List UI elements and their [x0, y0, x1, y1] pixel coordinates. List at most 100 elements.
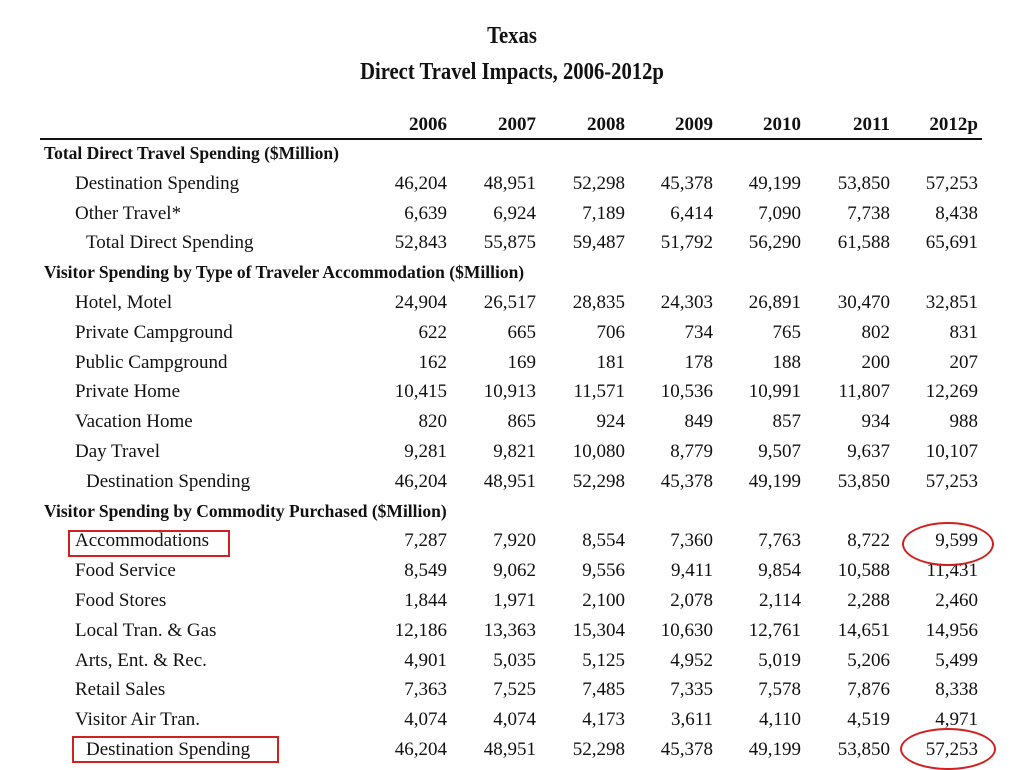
value-cell: 14,956 [925, 619, 978, 641]
row-label: Total Direct Travel Spending ($Million) [44, 143, 339, 163]
value-cell: 12,186 [394, 619, 447, 641]
value-cell: 4,074 [404, 709, 447, 731]
value-cell: 820 [418, 411, 448, 433]
value-cell: 8,438 [935, 202, 978, 224]
value-cell: 5,035 [493, 649, 536, 671]
table-header-row: 2006 2007 2008 2009 2010 2011 2012p [0, 110, 1024, 140]
value-cell: 1,844 [404, 590, 447, 611]
page-subtitle: Direct Travel Impacts, 2006-2012p [360, 59, 664, 85]
year-header: 2010 [763, 114, 801, 135]
value-cell: 9,637 [847, 441, 890, 462]
value-cell: 9,411 [670, 560, 713, 582]
row-label: Food Stores [75, 590, 167, 611]
value-cell: 7,189 [582, 202, 625, 224]
value-cell: 4,074 [493, 709, 536, 731]
value-cell: 8,779 [670, 441, 713, 462]
value-cell: 4,901 [404, 649, 447, 671]
section-header: Visitor Spending by Commodity Purchased … [0, 497, 1024, 527]
value-cell: 7,578 [758, 679, 801, 701]
value-cell: 7,485 [582, 679, 625, 701]
value-cell: 665 [507, 321, 537, 343]
value-cell: 53,850 [837, 739, 890, 760]
value-cell: 65,691 [925, 232, 978, 254]
year-header: 2008 [587, 114, 625, 135]
row-label: Visitor Spending by Type of Traveler Acc… [44, 262, 525, 283]
value-cell: 169 [507, 351, 537, 373]
value-cell: 934 [861, 411, 891, 433]
value-cell: 51,792 [660, 232, 713, 254]
value-cell: 13,363 [483, 619, 536, 641]
value-cell: 52,298 [572, 470, 625, 492]
value-cell: 162 [418, 351, 448, 373]
table-row: Visitor Air Tran. 4,074 4,074 4,173 3,611 4,1… [0, 705, 1024, 735]
value-cell: 26,891 [748, 292, 801, 313]
value-cell: 2,114 [758, 590, 801, 611]
row-label: Vacation Home [75, 411, 193, 433]
table-row: Private Home 10,415 10,913 11,571 10,536 10,9… [0, 377, 1024, 407]
value-cell: 2,460 [935, 590, 978, 611]
value-cell: 45,378 [660, 739, 713, 760]
value-cell: 10,630 [660, 619, 713, 641]
value-cell: 8,554 [582, 530, 625, 552]
value-cell: 28,835 [572, 292, 625, 313]
table-row: Other Travel* 6,639 6,924 7,189 6,414 7,090 7,… [0, 199, 1024, 229]
value-cell: 10,536 [660, 381, 713, 403]
year-header: 2009 [675, 114, 713, 135]
value-cell: 6,924 [493, 202, 536, 224]
value-cell: 24,303 [660, 292, 713, 313]
value-cell: 48,951 [483, 739, 536, 760]
highlight-circle-accommodations-2012p [902, 522, 994, 566]
value-cell: 5,125 [582, 649, 625, 671]
value-cell: 12,269 [925, 381, 978, 403]
value-cell: 9,281 [404, 441, 447, 462]
row-label: Private Home [75, 381, 181, 403]
row-label: Destination Spending [86, 739, 251, 760]
value-cell: 4,173 [582, 709, 625, 731]
value-cell: 52,843 [394, 232, 447, 254]
table-row: Hotel, Motel 24,904 26,517 28,835 24,303 26,8… [0, 288, 1024, 318]
value-cell: 32,851 [925, 292, 978, 313]
year-header: 2006 [409, 114, 447, 135]
value-cell: 207 [949, 351, 979, 373]
year-header: 2012p [929, 114, 978, 135]
table-row: Retail Sales 7,363 7,525 7,485 7,335 7,578 7,8… [0, 675, 1024, 705]
value-cell: 9,854 [758, 560, 801, 582]
value-cell: 7,360 [670, 530, 713, 552]
value-cell: 5,019 [758, 649, 801, 671]
value-cell: 46,204 [394, 470, 447, 492]
section-header: Visitor Spending by Type of Traveler Acc… [0, 258, 1024, 288]
table-row: Local Tran. & Gas 12,186 13,363 15,304 10,63… [0, 616, 1024, 646]
value-cell: 831 [949, 321, 979, 343]
value-cell: 9,507 [758, 441, 801, 462]
value-cell: 200 [861, 351, 891, 373]
highlight-box-destination-spending [72, 736, 279, 763]
row-label: Public Campground [75, 351, 228, 373]
value-cell: 849 [684, 411, 714, 433]
value-cell: 57,253 [925, 172, 978, 194]
table-row: Day Travel 9,281 9,821 10,080 8,779 9,507 9,63… [0, 437, 1024, 467]
value-cell: 2,078 [670, 590, 713, 611]
value-cell: 2,288 [847, 590, 890, 611]
row-label: Hotel, Motel [75, 292, 173, 313]
value-cell: 857 [772, 411, 802, 433]
subtotal-row: Destination Spending 46,204 48,951 52,298 45… [0, 735, 1024, 765]
value-cell: 45,378 [660, 470, 713, 492]
value-cell: 734 [684, 321, 714, 343]
value-cell: 924 [596, 411, 626, 433]
value-cell: 765 [772, 321, 802, 343]
header-divider [40, 138, 982, 140]
value-cell: 12,761 [748, 619, 801, 641]
value-cell: 46,204 [394, 739, 447, 760]
value-cell: 802 [861, 321, 891, 343]
value-cell: 8,549 [404, 560, 447, 582]
value-cell: 7,525 [493, 679, 536, 701]
value-cell: 4,519 [847, 709, 890, 731]
value-cell: 53,850 [837, 172, 890, 194]
value-cell: 10,415 [394, 381, 447, 403]
highlight-circle-destination-spending-2012p [900, 728, 996, 770]
table-row: Arts, Ent. & Rec. 4,901 5,035 5,125 4,952 5,0… [0, 646, 1024, 676]
value-cell: 7,335 [670, 679, 713, 701]
value-cell: 4,110 [758, 709, 801, 731]
row-label: Destination Spending [86, 470, 251, 492]
